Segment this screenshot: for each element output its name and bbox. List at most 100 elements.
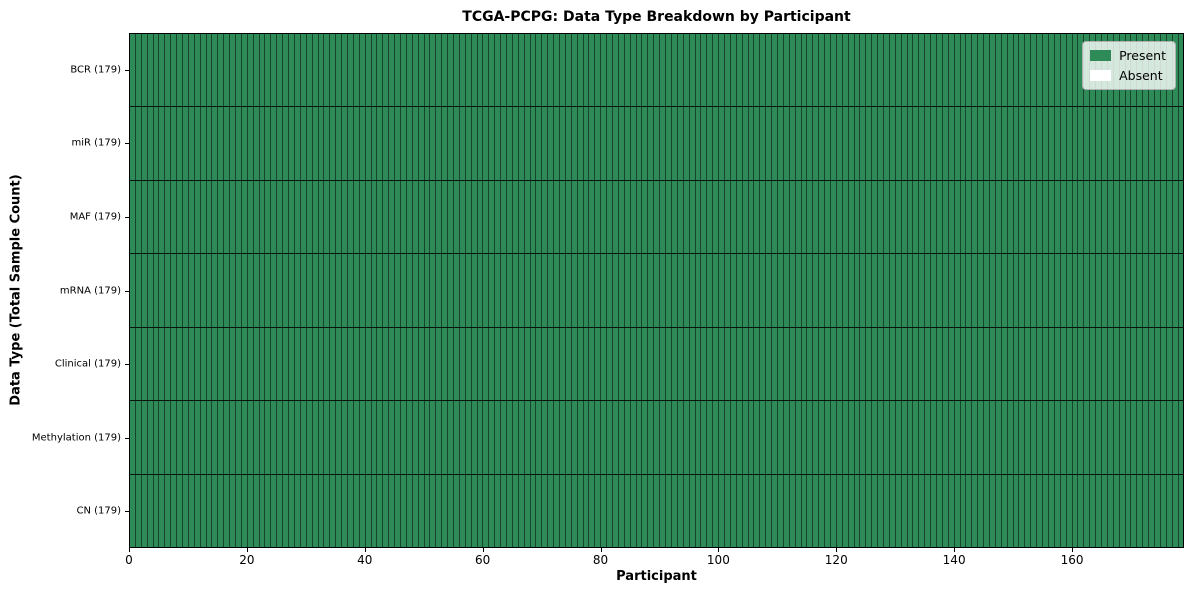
- heatmap-cell: [583, 34, 590, 107]
- heatmap-cell: [236, 401, 242, 474]
- heatmap-cell: [583, 401, 590, 474]
- heatmap-cell: [789, 327, 796, 401]
- heatmap-cell: [795, 34, 802, 107]
- heatmap-cell: [907, 180, 914, 254]
- heatmap-cell: [259, 474, 266, 547]
- heatmap-cell: [512, 254, 519, 327]
- heatmap-cell: [931, 474, 938, 547]
- heatmap-cell: [395, 107, 401, 180]
- heatmap-cell: [866, 254, 873, 327]
- heatmap-cell: [1078, 107, 1085, 180]
- heatmap-cell: [383, 401, 390, 474]
- heatmap-cell: [300, 107, 307, 180]
- x-tick-mark: [600, 548, 602, 552]
- heatmap-cell: [624, 474, 631, 547]
- heatmap-cell: [724, 107, 731, 180]
- heatmap-cell: [589, 254, 596, 327]
- heatmap-cell: [931, 401, 938, 474]
- heatmap-cell: [801, 401, 808, 474]
- heatmap-cell: [995, 254, 1002, 327]
- heatmap-cell: [907, 34, 914, 107]
- heatmap-cell: [141, 327, 148, 401]
- heatmap-cell: [530, 474, 537, 547]
- heatmap-cell: [760, 254, 767, 327]
- heatmap-cell: [395, 401, 401, 474]
- heatmap-cell: [495, 107, 502, 180]
- heatmap-cell: [1154, 180, 1161, 254]
- heatmap-cell: [736, 107, 743, 180]
- heatmap-cell: [630, 401, 637, 474]
- heatmap-cell: [1019, 254, 1026, 327]
- y-tick-mark: [125, 364, 129, 366]
- heatmap-cell: [512, 474, 519, 547]
- heatmap-cell: [542, 327, 549, 401]
- x-tick-label: 20: [239, 553, 255, 567]
- heatmap-cell: [294, 327, 301, 401]
- heatmap-cell: [742, 254, 749, 327]
- heatmap-cell: [306, 180, 313, 254]
- heatmap-cell: [830, 34, 837, 107]
- heatmap-cell: [1131, 327, 1138, 401]
- heatmap-cell: [925, 401, 932, 474]
- heatmap-cell: [1037, 254, 1044, 327]
- heatmap-cell: [548, 34, 555, 107]
- heatmap-cell: [135, 327, 142, 401]
- y-tick-mark: [125, 437, 129, 439]
- heatmap-cell: [512, 327, 519, 401]
- heatmap-cell: [459, 180, 466, 254]
- heatmap-cell: [241, 34, 248, 107]
- heatmap-cell: [436, 401, 443, 474]
- heatmap-cell: [1143, 401, 1150, 474]
- heatmap-cell: [1178, 254, 1184, 327]
- heatmap-cell: [595, 327, 602, 401]
- heatmap-cell: [300, 34, 307, 107]
- heatmap-cell: [1125, 327, 1132, 401]
- heatmap-cell: [613, 107, 619, 180]
- heatmap-cell: [560, 401, 566, 474]
- heatmap-cell: [1178, 474, 1184, 547]
- heatmap-cell: [795, 180, 802, 254]
- heatmap-cell: [1090, 327, 1097, 401]
- heatmap-cell: [884, 180, 890, 254]
- heatmap-cell: [542, 474, 549, 547]
- heatmap-cell: [671, 254, 678, 327]
- heatmap-cell: [206, 254, 213, 327]
- heatmap-cell: [1172, 401, 1179, 474]
- heatmap-cell: [377, 474, 384, 547]
- heatmap-cell: [707, 327, 714, 401]
- heatmap-cell: [878, 180, 884, 254]
- heatmap-cell: [483, 327, 490, 401]
- heatmap-cell: [1096, 474, 1102, 547]
- heatmap-cell: [1090, 180, 1097, 254]
- heatmap-cell: [783, 107, 790, 180]
- heatmap-cell: [878, 107, 884, 180]
- heatmap-cell: [283, 327, 290, 401]
- heatmap-cell: [919, 254, 926, 327]
- heatmap-cell: [353, 327, 360, 401]
- heatmap-cell: [695, 401, 702, 474]
- heatmap-cell: [312, 474, 319, 547]
- heatmap-cell: [701, 180, 708, 254]
- heatmap-cell: [206, 327, 213, 401]
- heatmap-cell: [719, 34, 725, 107]
- heatmap-cell: [730, 401, 737, 474]
- heatmap-cell: [613, 327, 619, 401]
- heatmap-cell: [130, 254, 136, 327]
- heatmap-cell: [701, 474, 708, 547]
- heatmap-cell: [1025, 34, 1032, 107]
- heatmap-cell: [1048, 254, 1055, 327]
- heatmap-cell: [1166, 401, 1173, 474]
- heatmap-cell: [212, 180, 219, 254]
- heatmap-cell: [271, 474, 278, 547]
- heatmap-row: [130, 34, 1184, 107]
- heatmap-cell: [895, 327, 902, 401]
- heatmap-cell: [736, 474, 743, 547]
- heatmap-cell: [183, 254, 189, 327]
- heatmap-cell: [453, 254, 460, 327]
- heatmap-cell: [954, 180, 961, 254]
- heatmap-cell: [984, 474, 991, 547]
- heatmap-cell: [1154, 401, 1161, 474]
- heatmap-cell: [683, 254, 690, 327]
- heatmap-cell: [884, 254, 890, 327]
- heatmap-cell: [524, 254, 531, 327]
